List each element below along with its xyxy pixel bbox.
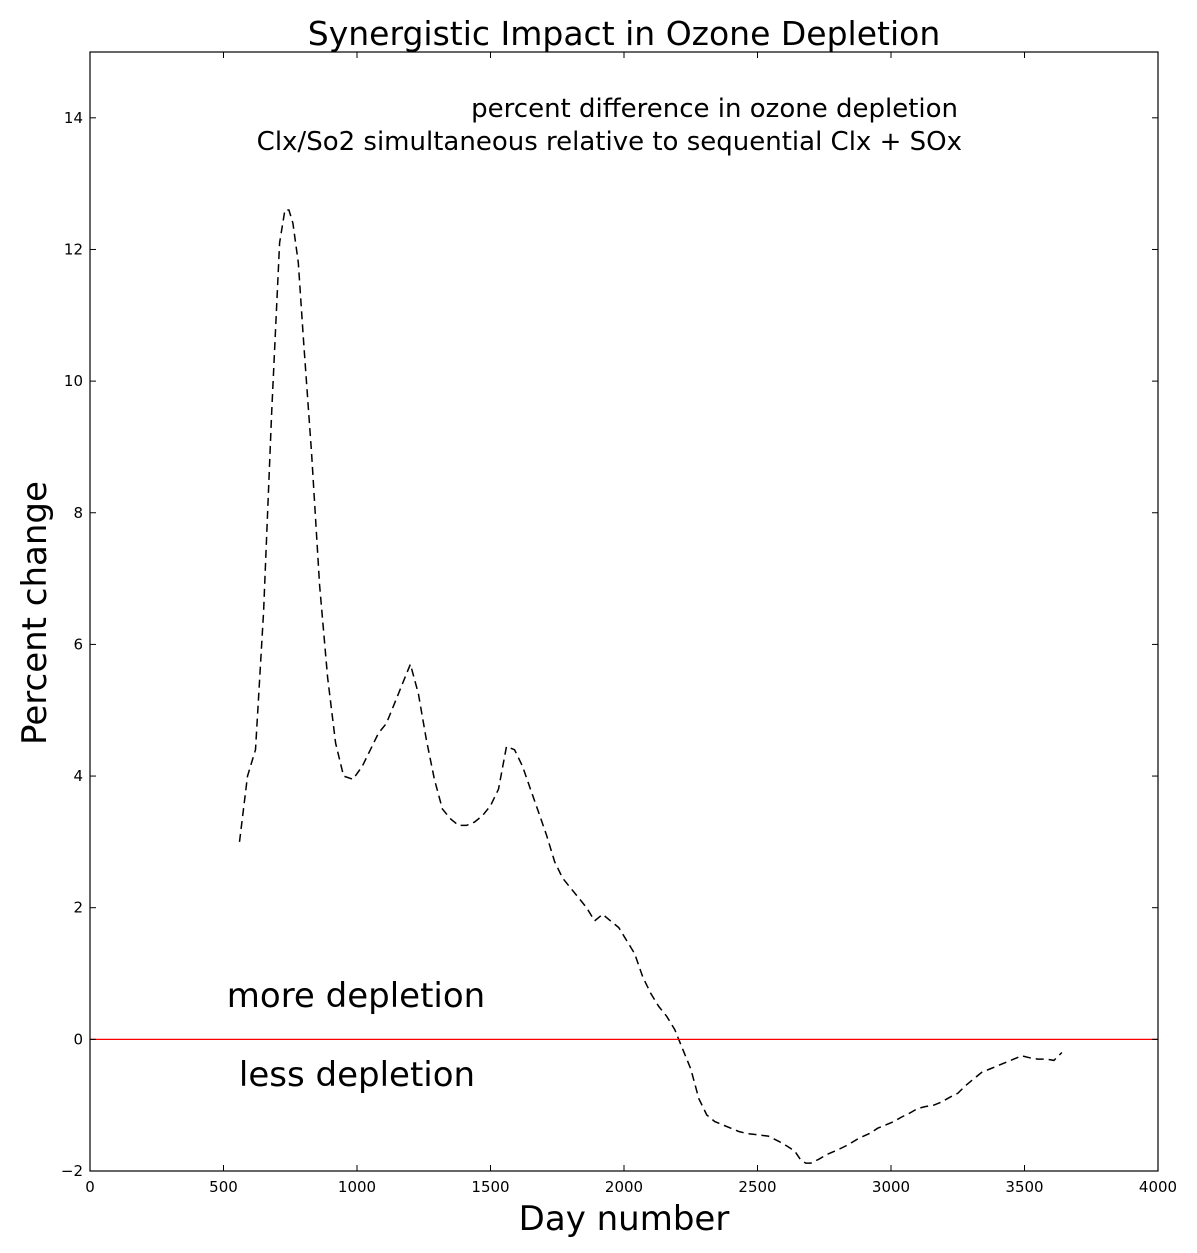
y-tick-label: 4 bbox=[73, 767, 83, 785]
y-tick-label: 8 bbox=[73, 504, 83, 522]
y-tick-label: 0 bbox=[73, 1030, 83, 1048]
x-tick-label: 3500 bbox=[1005, 1178, 1043, 1196]
y-tick-label: 2 bbox=[73, 899, 83, 917]
more-depletion-label: more depletion bbox=[227, 976, 485, 1016]
axis-ticks: 0 500 1000 1500 2000 2500 3000 3500 4000−2024681… bbox=[61, 52, 1177, 1196]
plot-frame bbox=[89, 51, 1159, 1172]
annotation-line-1: percent difference in ozone depletion bbox=[471, 94, 958, 124]
x-tick-label: 1000 bbox=[338, 1178, 376, 1196]
x-tick-label: 0 bbox=[85, 1178, 95, 1196]
chart-title: Synergistic Impact in Ozone Depletion bbox=[308, 14, 940, 53]
x-tick-label: 1500 bbox=[471, 1178, 509, 1196]
x-tick-label: 2500 bbox=[738, 1178, 776, 1196]
y-axis-label: Percent change bbox=[15, 481, 55, 745]
x-tick-label: 500 bbox=[209, 1178, 238, 1196]
x-axis-label: Day number bbox=[519, 1199, 730, 1239]
y-tick-label: 14 bbox=[64, 109, 83, 127]
y-tick-label: 12 bbox=[64, 240, 83, 258]
x-tick-label: 4000 bbox=[1139, 1178, 1177, 1196]
series-line bbox=[238, 209, 1063, 1164]
y-tick-label: −2 bbox=[61, 1162, 83, 1180]
annotation-line-2: Clx/So2 simultaneous relative to sequent… bbox=[257, 127, 962, 157]
y-tick-label: 6 bbox=[73, 635, 83, 653]
x-tick-label: 3000 bbox=[872, 1178, 910, 1196]
y-tick-label: 10 bbox=[64, 372, 83, 390]
x-tick-label: 2000 bbox=[605, 1178, 643, 1196]
series-layer bbox=[238, 209, 1063, 1164]
less-depletion-label: less depletion bbox=[239, 1055, 475, 1095]
